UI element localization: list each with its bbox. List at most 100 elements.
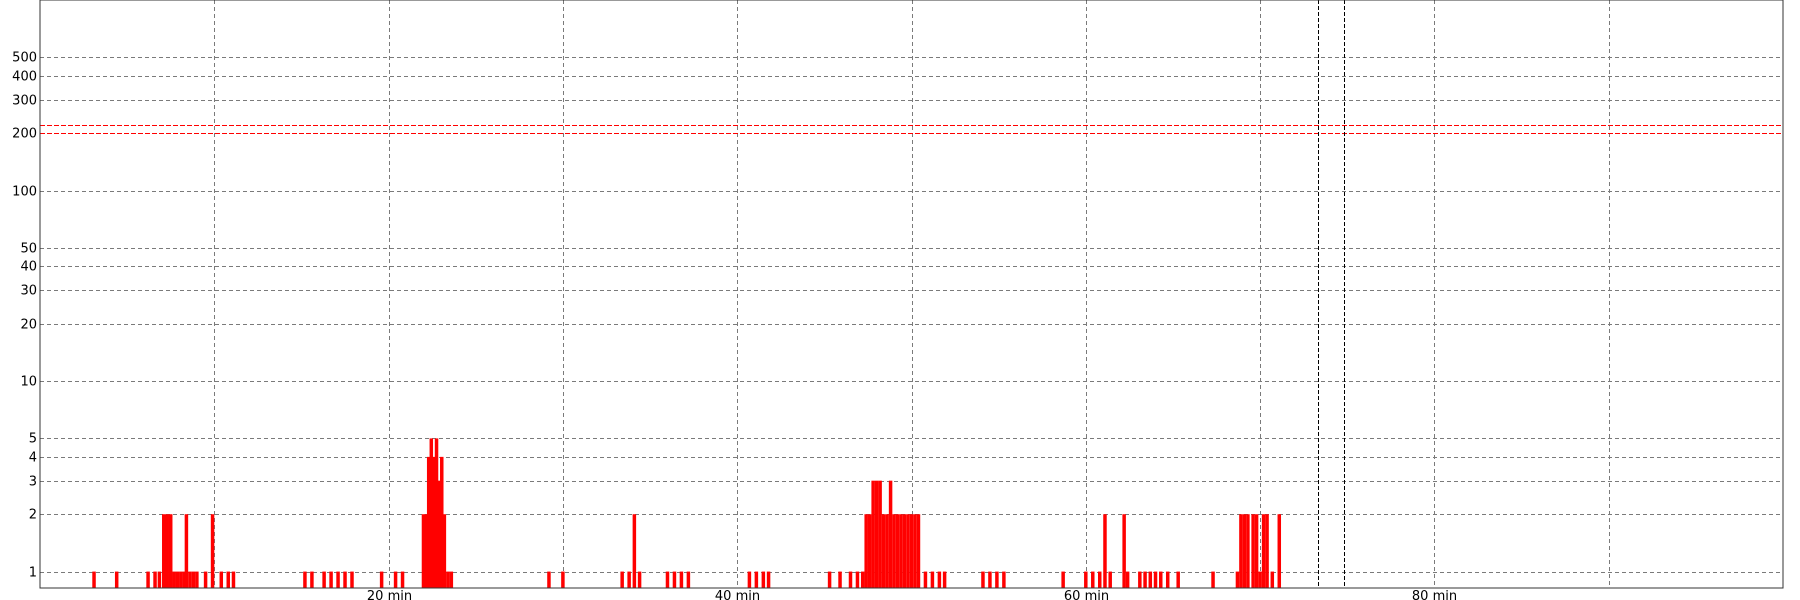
y-tick-label: 50 bbox=[20, 242, 37, 257]
data-bar bbox=[827, 571, 832, 588]
data-bar bbox=[219, 571, 224, 588]
data-bar bbox=[426, 456, 431, 588]
data-bar bbox=[665, 571, 670, 588]
data-bar bbox=[343, 571, 347, 588]
data-bar bbox=[686, 571, 691, 588]
data-bar bbox=[226, 571, 230, 588]
data-bar bbox=[561, 571, 565, 588]
data-bar bbox=[440, 456, 444, 588]
data-bar bbox=[632, 514, 637, 588]
data-bar bbox=[885, 514, 889, 588]
data-bar bbox=[747, 571, 752, 588]
y-tick-label: 40 bbox=[20, 260, 37, 275]
data-bar bbox=[210, 514, 215, 588]
data-bar bbox=[899, 514, 903, 588]
data-bar bbox=[1061, 571, 1065, 588]
data-bar bbox=[322, 571, 326, 588]
y-tick-label: 2 bbox=[29, 508, 37, 523]
y-tick-label: 300 bbox=[12, 94, 37, 109]
data-bar bbox=[1148, 571, 1153, 588]
data-bar bbox=[981, 571, 985, 588]
data-bar bbox=[1002, 571, 1006, 588]
data-bar bbox=[400, 571, 405, 588]
data-bar bbox=[860, 571, 865, 588]
data-bar bbox=[114, 571, 119, 588]
data-bar bbox=[1251, 514, 1255, 588]
data-bar bbox=[195, 571, 199, 588]
data-bar bbox=[864, 514, 868, 588]
data-bar bbox=[672, 571, 677, 588]
data-bar bbox=[191, 571, 196, 588]
data-bar bbox=[902, 514, 907, 588]
data-bar bbox=[916, 514, 921, 588]
data-bar bbox=[881, 514, 886, 588]
data-bar bbox=[350, 571, 354, 588]
data-bar bbox=[92, 571, 96, 588]
data-bar bbox=[1159, 571, 1163, 588]
y-tick-label: 30 bbox=[20, 284, 37, 299]
data-bar bbox=[336, 571, 340, 588]
data-bar bbox=[162, 514, 166, 588]
data-bar bbox=[168, 514, 173, 588]
data-bar bbox=[620, 571, 624, 588]
data-bar bbox=[437, 480, 441, 588]
data-bar bbox=[184, 514, 189, 588]
x-tick-label: 80 min bbox=[1412, 589, 1457, 600]
data-bar bbox=[848, 571, 853, 588]
data-bars bbox=[92, 438, 1282, 588]
data-bar bbox=[1125, 571, 1130, 588]
y-tick-label: 100 bbox=[12, 185, 37, 200]
data-bar bbox=[203, 571, 208, 588]
x-tick-label: 20 min bbox=[367, 589, 412, 600]
y-tick-label: 20 bbox=[20, 318, 37, 333]
data-bar bbox=[855, 571, 860, 588]
y-gridlines bbox=[40, 57, 1783, 573]
data-bar bbox=[761, 571, 766, 588]
data-bar bbox=[175, 571, 180, 588]
data-bar bbox=[1242, 514, 1247, 588]
data-bar bbox=[1211, 571, 1215, 588]
y-tick-label: 1 bbox=[29, 566, 37, 581]
y-tick-label: 10 bbox=[20, 375, 37, 390]
data-bar bbox=[892, 514, 896, 588]
data-bar bbox=[679, 571, 684, 588]
vertical-markers bbox=[1318, 0, 1345, 588]
data-bar bbox=[1122, 514, 1126, 588]
data-bar bbox=[766, 571, 771, 588]
data-bar bbox=[449, 571, 454, 588]
data-bar bbox=[1246, 514, 1250, 588]
data-bar bbox=[913, 514, 917, 588]
data-bar bbox=[888, 480, 893, 588]
data-bar bbox=[393, 571, 398, 588]
data-bar bbox=[153, 571, 157, 588]
data-bar bbox=[637, 571, 642, 588]
data-bar bbox=[231, 571, 236, 588]
data-bar bbox=[754, 571, 759, 588]
data-bar bbox=[930, 571, 935, 588]
data-bar bbox=[1165, 571, 1170, 588]
y-tick-labels: 1 2 3 4 5 10 20 30 40 50 100 200 300 400 500 bbox=[12, 51, 37, 581]
data-bar bbox=[1235, 571, 1240, 588]
data-bar bbox=[432, 456, 436, 588]
y-tick-label: 500 bbox=[12, 51, 37, 66]
data-bar bbox=[906, 514, 910, 588]
data-bar bbox=[895, 514, 900, 588]
data-bar bbox=[329, 571, 333, 588]
data-bar bbox=[867, 514, 872, 588]
data-bar bbox=[838, 571, 842, 588]
data-bar bbox=[165, 514, 169, 588]
data-bar bbox=[909, 514, 914, 588]
data-bar bbox=[1091, 571, 1095, 588]
data-bar bbox=[146, 571, 150, 588]
data-bar bbox=[446, 571, 450, 588]
data-bar bbox=[923, 571, 928, 588]
data-bar bbox=[988, 571, 992, 588]
data-bar bbox=[942, 571, 947, 588]
data-bar bbox=[627, 571, 631, 588]
data-bar bbox=[424, 514, 428, 588]
x-tick-label: 40 min bbox=[715, 589, 760, 600]
data-bar bbox=[1084, 571, 1088, 588]
x-tick-labels: 20 min 40 min 60 min 80 min bbox=[367, 589, 1457, 600]
data-bar bbox=[1270, 571, 1275, 588]
